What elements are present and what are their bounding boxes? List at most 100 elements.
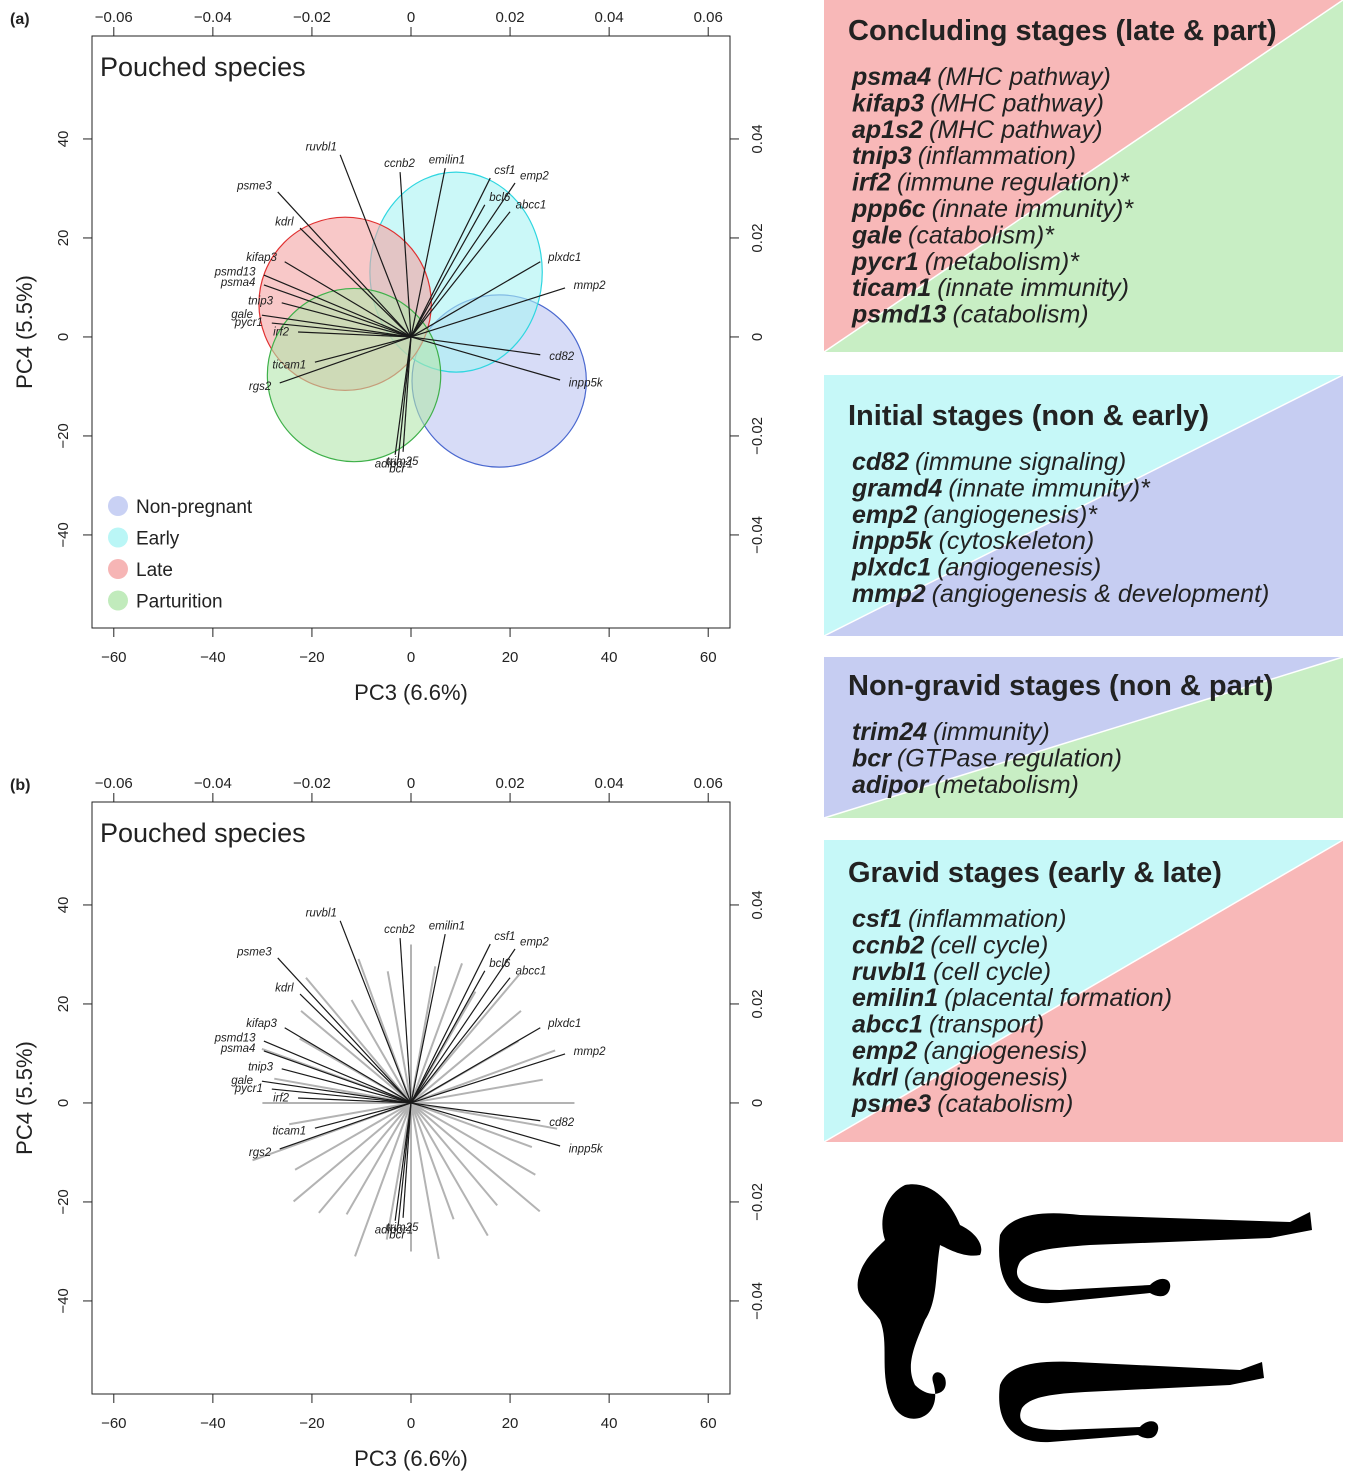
gene-line: psmd13(catabolism): [851, 301, 1089, 329]
x-axis-label: PC3 (6.6%): [354, 1446, 468, 1471]
gene-function: (innate immunity): [937, 274, 1129, 302]
gene-function: (innate immunity)*: [948, 474, 1151, 502]
gene-function: (cell cycle): [933, 958, 1051, 986]
gene-function: (MHC pathway): [930, 89, 1104, 117]
loading-label: psme3: [236, 180, 272, 192]
gene-name: gale: [851, 221, 902, 249]
gene-line: mmp2(angiogenesis & development): [852, 580, 1269, 608]
gene-line: pycr1(metabolism)*: [851, 248, 1080, 276]
gene-function: (cell cycle): [930, 931, 1048, 959]
panel-label: (a): [10, 11, 30, 28]
gene-name: kdrl: [852, 1063, 899, 1091]
loading-label: bcl6: [489, 192, 511, 204]
loading-label: psme3: [236, 946, 272, 958]
gene-name: ccnb2: [852, 931, 924, 959]
loading-label: tnip3: [248, 1061, 274, 1073]
gene-function: (inflammation): [908, 905, 1066, 933]
y2-tick-label: 0: [749, 333, 766, 341]
pipefish: [999, 1212, 1312, 1303]
loading-label: csf1: [494, 931, 515, 943]
gene-function: (inflammation): [918, 142, 1076, 170]
gene-line: csf1(inflammation): [852, 905, 1066, 933]
box-title: Non-gravid stages (non & part): [848, 670, 1273, 702]
loading-label: bcr: [389, 1230, 406, 1242]
gene-function: (immunity): [933, 718, 1050, 746]
gene-name: irf2: [852, 169, 891, 197]
loading-label: ccnb2: [384, 158, 415, 170]
gene-line: adipor(metabolism): [852, 771, 1079, 799]
loading-label: psma4: [220, 277, 256, 289]
loading-label: irf2: [273, 1093, 290, 1105]
loading-label: ticam1: [272, 359, 306, 371]
gene-name: csf1: [852, 905, 902, 933]
y-tick-label: 20: [55, 230, 72, 247]
x-tick-label: 0: [407, 649, 415, 666]
gene-function: (angiogenesis): [923, 1037, 1087, 1065]
gene-function: (catabolism)*: [908, 221, 1055, 249]
legend-label: Parturition: [136, 592, 223, 613]
x-tick-label: 20: [502, 1415, 519, 1432]
loading-label: irf2: [273, 327, 290, 339]
gene-function: (cytoskeleton): [939, 527, 1095, 555]
loading-label: pycr1: [234, 1083, 263, 1095]
loading-label: psma4: [220, 1043, 256, 1055]
y-tick-label: −40: [55, 1288, 72, 1313]
y2-tick-label: 0.04: [749, 890, 766, 919]
gene-line: abcc1(transport): [852, 1011, 1044, 1039]
gene-line: ccnb2(cell cycle): [852, 931, 1048, 959]
loading-label: cd82: [549, 1117, 575, 1129]
figure: (a)ruvbl1emilin1ccnb2csf1emp2psme3bcl6ab…: [0, 0, 1349, 1472]
loading-label: emp2: [520, 171, 549, 183]
loading-label: mmp2: [574, 280, 607, 292]
silhouettes: [858, 1184, 1312, 1442]
gene-name: ticam1: [852, 274, 931, 302]
gene-function: (GTPase regulation): [897, 744, 1122, 772]
gene-line: ticam1(innate immunity): [852, 274, 1129, 302]
y-tick-label: 40: [55, 131, 72, 148]
gene-name: inpp5k: [852, 527, 934, 555]
gene-name: plxdc1: [851, 554, 931, 582]
chart-title: Pouched species: [100, 818, 306, 848]
gene-line: emp2(angiogenesis)*: [852, 501, 1098, 529]
gene-function: (angiogenesis): [904, 1063, 1068, 1091]
x-tick-label: 0: [407, 1415, 415, 1432]
x2-tick-label: 0.06: [694, 775, 723, 792]
loading-label: inpp5k: [569, 378, 604, 390]
legend-label: Late: [136, 560, 173, 581]
loading-label: rgs2: [249, 381, 272, 393]
loading-label: rgs2: [249, 1147, 272, 1159]
legend-swatch: [108, 496, 128, 516]
loading-label: inpp5k: [569, 1144, 604, 1156]
gene-line: psma4(MHC pathway): [851, 63, 1111, 91]
x2-tick-label: −0.02: [293, 775, 331, 792]
gene-function: (angiogenesis & development): [932, 580, 1270, 608]
x2-tick-label: −0.04: [194, 9, 232, 26]
legend-swatch: [108, 559, 128, 579]
y2-tick-label: −0.02: [749, 417, 766, 455]
loading-label: bcl6: [489, 958, 511, 970]
y-tick-label: −40: [55, 522, 72, 547]
y2-tick-label: −0.04: [749, 1282, 766, 1320]
gene-name: kifap3: [852, 89, 924, 117]
x-tick-label: −60: [101, 649, 126, 666]
x2-tick-label: 0: [407, 9, 415, 26]
box-title: Concluding stages (late & part): [848, 15, 1277, 47]
y-axis-label: PC4 (5.5%): [12, 275, 37, 389]
gene-function: (MHC pathway): [929, 116, 1103, 144]
x-tick-label: −40: [200, 649, 225, 666]
gene-function: (immune signaling): [915, 448, 1126, 476]
x-tick-label: 40: [601, 649, 618, 666]
y2-tick-label: 0.04: [749, 124, 766, 153]
y2-tick-label: 0.02: [749, 223, 766, 252]
gene-line: emilin1(placental formation): [852, 984, 1172, 1012]
loading-label: plxdc1: [547, 252, 581, 264]
gene-name: ap1s2: [852, 116, 923, 144]
chart-title: Pouched species: [100, 52, 306, 82]
gene-function: (metabolism)*: [925, 248, 1080, 276]
gene-function: (angiogenesis): [937, 554, 1101, 582]
gene-line: psme3(catabolism): [851, 1090, 1073, 1118]
y-tick-label: −20: [55, 423, 72, 448]
group-ellipse: [267, 288, 440, 461]
gene-line: gale(catabolism)*: [851, 221, 1055, 249]
loading-label: kdrl: [275, 983, 294, 995]
